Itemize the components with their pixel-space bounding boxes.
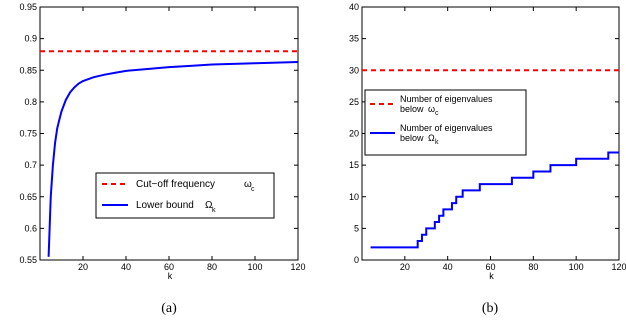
y-tick-label: 35 [349, 34, 359, 44]
y-tick-label: 0.6 [24, 223, 37, 233]
x-axis-label: k [168, 271, 173, 281]
plot-frame [39, 6, 299, 261]
legend-label-line1-1: Number of eigenvalues [400, 123, 493, 133]
legend-label-0: Cut−off frequency [136, 179, 215, 190]
legend-symbol-0: ω [244, 179, 252, 190]
y-tick-label: 5 [354, 223, 359, 233]
x-tick-label: 100 [569, 262, 584, 272]
legend-symbol-1: Ω [428, 133, 435, 143]
y-tick-label: 15 [349, 160, 359, 170]
legend-subscript-0: c [435, 110, 439, 117]
y-tick-label: 0.95 [19, 2, 37, 12]
x-tick-label: 80 [528, 262, 538, 272]
y-tick-label: 0.9 [24, 34, 37, 44]
x-tick-label: 40 [121, 262, 131, 272]
legend-subscript-0: c [251, 186, 255, 193]
legend-label-line2-1: below [400, 133, 424, 143]
x-tick-label: 120 [611, 262, 626, 272]
panel-b-chart: 20 40 60 80 100 120 0 5 10 15 20 25 30 35 40 k (b) Number… [349, 2, 626, 316]
y-tick-label: 0 [354, 255, 359, 265]
legend-subscript-1: k [212, 207, 216, 214]
x-tick-label: 20 [400, 262, 410, 272]
legend-symbol-0: ω [428, 104, 435, 114]
y-tick-label: 0.7 [24, 160, 37, 170]
x-tick-label: 40 [443, 262, 453, 272]
y-tick-label: 40 [349, 2, 359, 12]
x-tick-label: 60 [164, 262, 174, 272]
legend-box [95, 172, 275, 219]
y-tick-label: 20 [349, 129, 359, 139]
panel-a-chart: 20 40 60 80 100 120 0.55 0.6 0.65 0.7 0.75 0.8 0.85 0… [19, 2, 305, 316]
legend-box [364, 89, 527, 156]
legend-label-line2-0: below [400, 104, 424, 114]
y-tick-label: 0.65 [19, 192, 37, 202]
y-tick-label: 0.85 [19, 65, 37, 75]
x-tick-label: 80 [207, 262, 217, 272]
x-tick-label: 20 [78, 262, 88, 272]
y-tick-label: 0.75 [19, 129, 37, 139]
y-tick-label: 25 [349, 97, 359, 107]
legend-symbol-1: Ω [205, 200, 213, 211]
legend-subscript-1: k [435, 139, 439, 146]
legend-label-line1-0: Number of eigenvalues [400, 94, 493, 104]
panel-label: (b) [482, 301, 499, 316]
y-tick-label: 30 [349, 65, 359, 75]
y-tick-label: 0.8 [24, 97, 37, 107]
y-tick-label: 10 [349, 192, 359, 202]
y-tick-label: 0.55 [19, 255, 37, 265]
series-line-1 [370, 151, 619, 249]
legend-label-1: Lower bound [136, 200, 194, 211]
series-line-1 [47, 61, 299, 257]
x-tick-label: 120 [290, 262, 305, 272]
x-tick-label: 60 [485, 262, 495, 272]
panel-label: (a) [161, 301, 177, 316]
x-tick-label: 100 [247, 262, 262, 272]
x-axis-label: k [489, 271, 494, 281]
